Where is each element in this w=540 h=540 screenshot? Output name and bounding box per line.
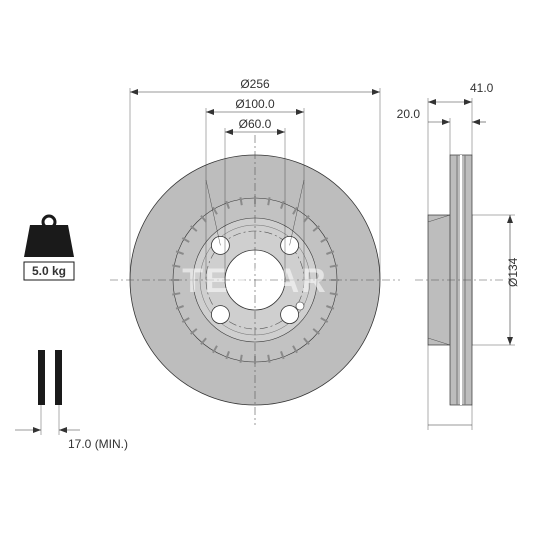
min-thickness: 17.0 (MIN.) bbox=[15, 350, 128, 451]
technical-drawing: 5.0 kg bbox=[0, 0, 540, 540]
dim-w20: 20.0 bbox=[397, 107, 421, 121]
dim-min: 17.0 (MIN.) bbox=[68, 437, 128, 451]
dim-d134: Ø134 bbox=[506, 257, 520, 287]
weight-value: 5.0 kg bbox=[32, 264, 66, 278]
weight-icon: 5.0 kg bbox=[24, 216, 74, 280]
brand-watermark: TEXTAR bbox=[182, 262, 327, 300]
dim-d60: Ø60.0 bbox=[239, 117, 272, 131]
dim-d100: Ø100.0 bbox=[235, 97, 275, 111]
side-view: 41.0 20.0 Ø134 bbox=[397, 81, 520, 430]
front-view: TEXTAR bbox=[110, 135, 400, 425]
dim-d256: Ø256 bbox=[240, 77, 270, 91]
dim-w41: 41.0 bbox=[470, 81, 494, 95]
